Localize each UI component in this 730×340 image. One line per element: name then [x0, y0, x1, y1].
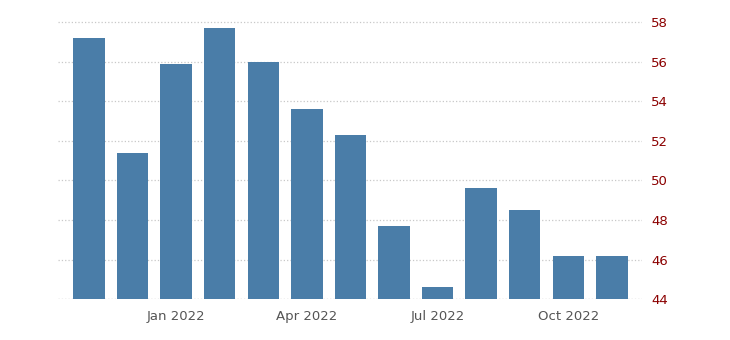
Bar	[335, 135, 366, 299]
Bar	[596, 256, 628, 299]
Bar	[161, 64, 192, 299]
Bar	[553, 256, 584, 299]
Bar	[247, 62, 279, 299]
Bar	[73, 38, 104, 299]
Bar	[291, 109, 323, 299]
Bar	[509, 210, 540, 299]
Bar	[422, 287, 453, 299]
Bar	[117, 153, 148, 299]
Bar	[204, 28, 235, 299]
Bar	[466, 188, 497, 299]
Bar	[378, 226, 410, 299]
